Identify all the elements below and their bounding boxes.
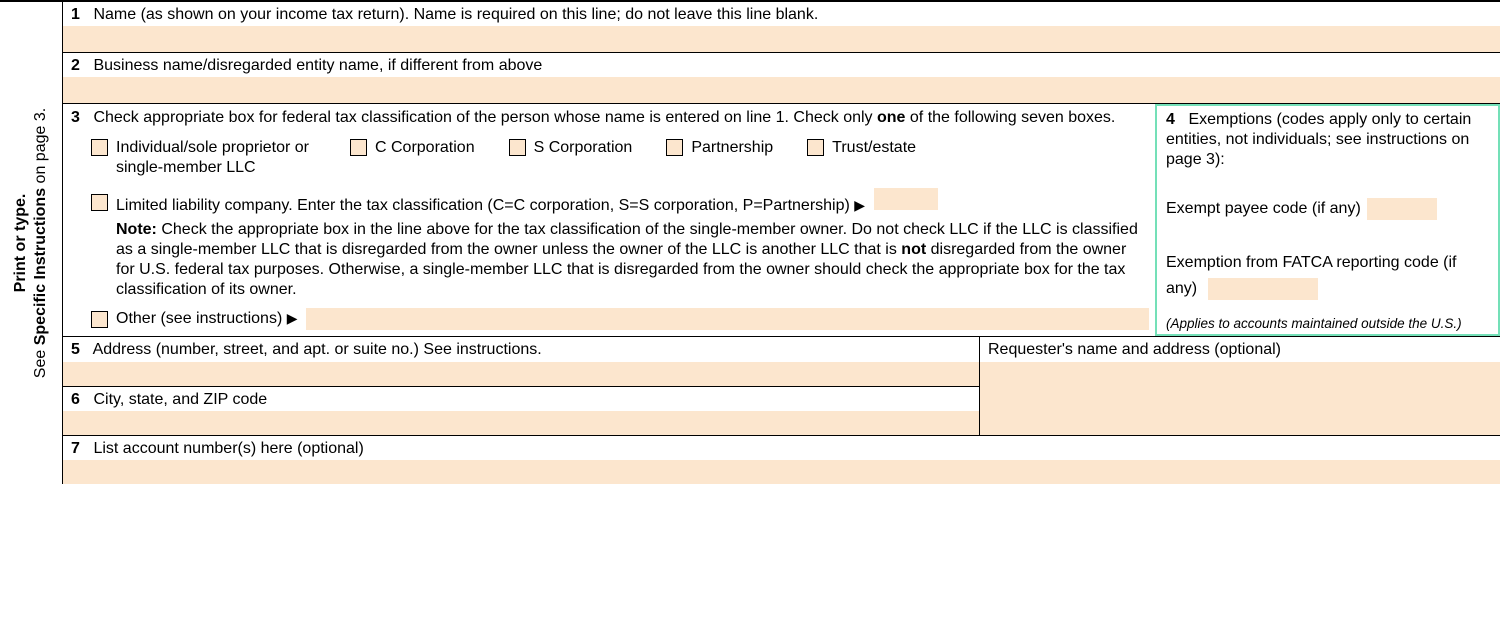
line6-label: 6 City, state, and ZIP code xyxy=(63,387,979,411)
print-or-type: Print or type. xyxy=(12,194,29,293)
check-partnership: Partnership xyxy=(666,138,773,158)
line6-input[interactable] xyxy=(63,411,979,435)
check-scorp: S Corporation xyxy=(509,138,633,158)
check-trust: Trust/estate xyxy=(807,138,916,158)
col-5-6: 5 Address (number, street, and apt. or s… xyxy=(63,337,980,434)
fatca-input[interactable] xyxy=(1208,278,1318,300)
line7-num: 7 xyxy=(71,439,89,458)
row-5-6: 5 Address (number, street, and apt. or s… xyxy=(63,337,1500,435)
checkbox-trust[interactable] xyxy=(807,139,824,156)
line4-text: Exemptions (codes apply only to certain … xyxy=(1166,111,1471,168)
label-individual: Individual/sole proprietor or single-mem… xyxy=(116,138,316,178)
llc-block: Limited liability company. Enter the tax… xyxy=(91,188,1149,300)
line7-text: List account number(s) here (optional) xyxy=(93,440,363,457)
line3-text-c: of the following seven boxes. xyxy=(905,109,1115,126)
checkbox-ccorp[interactable] xyxy=(350,139,367,156)
requester-input[interactable] xyxy=(980,362,1500,435)
see-c: on page 3. xyxy=(32,108,49,188)
line3-num: 3 xyxy=(71,108,89,128)
line7-input[interactable] xyxy=(63,460,1500,484)
col-requester: Requester's name and address (optional) xyxy=(980,337,1500,434)
line4-label: 4 Exemptions (codes apply only to certai… xyxy=(1166,110,1490,170)
label-ccorp: C Corporation xyxy=(375,138,475,158)
other-input[interactable] xyxy=(306,308,1149,330)
requester-label: Requester's name and address (optional) xyxy=(980,337,1500,361)
arrow-icon: ▶ xyxy=(854,197,865,213)
label-llc: Limited liability company. Enter the tax… xyxy=(116,197,854,214)
row-2: 2 Business name/disregarded entity name,… xyxy=(63,53,1500,104)
label-trust: Trust/estate xyxy=(832,138,916,158)
row-1: 1 Name (as shown on your income tax retu… xyxy=(63,2,1500,53)
exempt-payee-label: Exempt payee code (if any) xyxy=(1166,199,1361,219)
row-5: 5 Address (number, street, and apt. or s… xyxy=(63,337,979,386)
exempt-payee-input[interactable] xyxy=(1367,198,1437,220)
note-not: not xyxy=(901,241,926,258)
line5-label: 5 Address (number, street, and apt. or s… xyxy=(63,337,979,361)
line2-label: 2 Business name/disregarded entity name,… xyxy=(63,53,1500,77)
line3-text-b: one xyxy=(877,109,905,126)
label-partnership: Partnership xyxy=(691,138,773,158)
sidebar-text: Print or type. See Specific Instructions… xyxy=(11,108,51,378)
line6-num: 6 xyxy=(71,390,89,409)
form-body: 1 Name (as shown on your income tax retu… xyxy=(62,2,1500,484)
see-b: Specific Instructions xyxy=(32,188,49,345)
line1-input[interactable] xyxy=(63,26,1500,52)
checkbox-partnership[interactable] xyxy=(666,139,683,156)
fatca-row: Exemption from FATCA reporting code (if … xyxy=(1166,250,1490,301)
line5-text: Address (number, street, and apt. or sui… xyxy=(93,341,542,358)
note-label: Note: xyxy=(116,221,157,238)
line3-text-a: Check appropriate box for federal tax cl… xyxy=(93,109,877,126)
line2-text: Business name/disregarded entity name, i… xyxy=(93,57,542,74)
sidebar: Print or type. See Specific Instructions… xyxy=(0,2,62,484)
line5-num: 5 xyxy=(71,340,89,359)
llc-line: Limited liability company. Enter the tax… xyxy=(91,188,1149,216)
row-3-4: 3 Check appropriate box for federal tax … xyxy=(63,104,1500,337)
applies-note: (Applies to accounts maintained outside … xyxy=(1166,302,1490,333)
checkbox-individual[interactable] xyxy=(91,139,108,156)
label-other-wrap: Other (see instructions) ▶ xyxy=(116,309,298,329)
check-individual: Individual/sole proprietor or single-mem… xyxy=(91,138,316,178)
line2-num: 2 xyxy=(71,56,89,75)
check-ccorp: C Corporation xyxy=(350,138,475,158)
line2-input[interactable] xyxy=(63,77,1500,103)
box-4: 4 Exemptions (codes apply only to certai… xyxy=(1155,104,1500,336)
note-block: Note: Check the appropriate box in the l… xyxy=(116,220,1149,300)
row-6: 6 City, state, and ZIP code xyxy=(63,387,979,435)
line6-text: City, state, and ZIP code xyxy=(93,391,267,408)
label-scorp: S Corporation xyxy=(534,138,633,158)
row-7: 7 List account number(s) here (optional) xyxy=(63,436,1500,484)
line1-num: 1 xyxy=(71,5,89,24)
form-page: Print or type. See Specific Instructions… xyxy=(0,0,1500,484)
llc-classification-input[interactable] xyxy=(874,188,938,210)
checkbox-row-1: Individual/sole proprietor or single-mem… xyxy=(91,138,1149,178)
label-llc-wrap: Limited liability company. Enter the tax… xyxy=(116,188,938,216)
checkbox-other[interactable] xyxy=(91,311,108,328)
other-line: Other (see instructions) ▶ xyxy=(91,308,1149,330)
line5-input[interactable] xyxy=(63,362,979,386)
line7-label: 7 List account number(s) here (optional) xyxy=(63,436,1500,460)
box-3: 3 Check appropriate box for federal tax … xyxy=(63,104,1155,336)
line1-label: 1 Name (as shown on your income tax retu… xyxy=(63,2,1500,26)
line3-label: 3 Check appropriate box for federal tax … xyxy=(71,108,1149,128)
checkbox-scorp[interactable] xyxy=(509,139,526,156)
line4-num: 4 xyxy=(1166,110,1184,130)
line1-text: Name (as shown on your income tax return… xyxy=(93,6,818,23)
label-other: Other (see instructions) xyxy=(116,310,287,327)
exempt-payee-row: Exempt payee code (if any) xyxy=(1166,198,1490,220)
see-a: See xyxy=(32,345,49,378)
arrow-icon-2: ▶ xyxy=(287,310,298,326)
checkbox-llc[interactable] xyxy=(91,194,108,211)
